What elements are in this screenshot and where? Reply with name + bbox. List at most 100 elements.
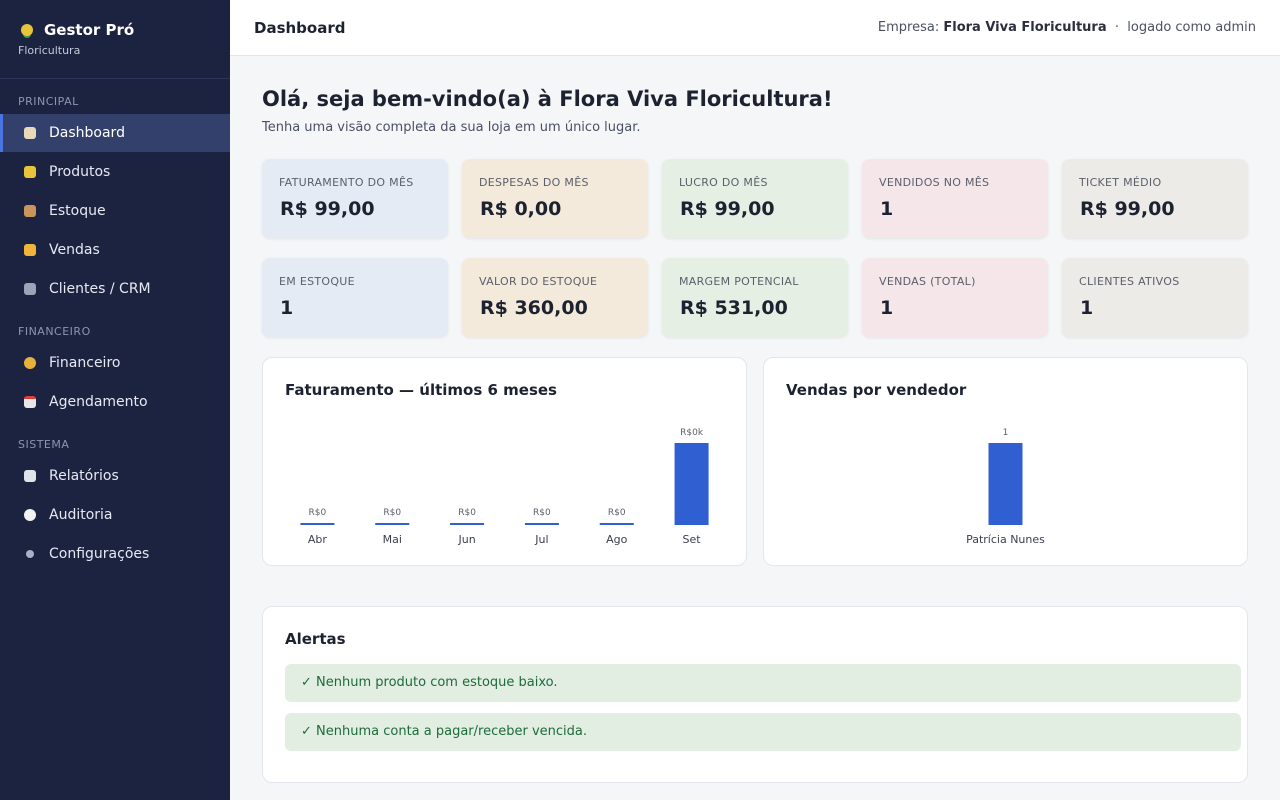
welcome-title: Olá, seja bem-vindo(a) à Flora Viva Flor… [262,87,833,111]
alert: ✓ Nenhum produto com estoque baixo. [285,664,1241,702]
bar [599,523,634,525]
nav-label: Configurações [49,546,150,562]
bar [375,523,410,525]
kpi-card: LUCRO DO MÊS R$ 99,00 [662,159,848,238]
section-title: SISTEMA [18,438,70,451]
company-name: Flora Viva Floricultura [943,20,1107,35]
user: logado como admin [1127,20,1256,35]
company-label: Empresa: [877,20,940,35]
nav-item[interactable]: Auditoria [0,496,230,534]
kpi-label: CLIENTES ATIVOS [1079,275,1180,288]
kpi-card: EM ESTOQUE 1 [262,258,448,337]
alerts-title: Alertas [285,630,346,648]
section-title: FINANCEIRO [18,325,91,338]
welcome-subtitle: Tenha uma visão completa da sua loja em … [262,120,641,135]
value-label: R$0 [383,508,401,518]
kpi-card: MARGEM POTENCIAL R$ 531,00 [662,258,848,337]
nav-label: Auditoria [49,507,113,523]
kpi-card: VALOR DO ESTOQUE R$ 360,00 [462,258,648,337]
kpi-value: 1 [1080,297,1094,319]
x-tick-label: Mai [383,533,402,546]
kpi-label: VENDIDOS NO MÊS [879,176,990,189]
chart-card: Faturamento — últimos 6 meses R$0 Abr R$0 Ma… [262,357,747,566]
brand-subtitle: Floricultura [18,44,81,57]
value-label: R$0 [458,508,476,518]
x-tick-label: Jun [457,533,475,546]
value-label: R$0k [680,428,704,438]
kpi-label: DESPESAS DO MÊS [479,176,589,189]
kpi-card: VENDIDOS NO MÊS 1 [862,159,1048,238]
kpi-label: VALOR DO ESTOQUE [479,275,598,288]
x-tick-label: Patrícia Nunes [966,533,1045,546]
kpi-value: 1 [280,297,294,319]
nav-label: Financeiro [49,355,121,371]
nav-item[interactable]: Configurações [0,535,230,573]
kpi-card: TICKET MÉDIO R$ 99,00 [1062,159,1248,238]
nav-label: Relatórios [49,468,119,484]
kpi-value: R$ 99,00 [680,198,775,220]
chart: Vendas por vendedor 1 Patrícia Nunes [786,381,1045,546]
kpi-label: MARGEM POTENCIAL [679,275,799,288]
kpi-value: 1 [880,297,894,319]
header: Dashboard Empresa: Flora Viva Floricultu… [230,0,1280,56]
kpi-card: FATURAMENTO DO MÊS R$ 99,00 [262,159,448,238]
kpi-value: R$ 99,00 [280,198,375,220]
nav-item[interactable]: Agendamento [0,383,230,421]
kpi-card: VENDAS (TOTAL) 1 [862,258,1048,337]
nav-item[interactable]: Relatórios [0,457,230,495]
nav-label: Produtos [49,164,111,180]
kpi-value: R$ 360,00 [480,297,588,319]
kpi-label: EM ESTOQUE [279,275,355,288]
x-tick-label: Jul [534,533,548,546]
kpi-label: FATURAMENTO DO MÊS [279,176,414,189]
alert: ✓ Nenhuma conta a pagar/receber vencida. [285,713,1241,751]
kpi-value: R$ 0,00 [480,198,562,220]
nav-label: Estoque [49,203,106,219]
kpi-label: TICKET MÉDIO [1079,176,1162,189]
x-tick-label: Ago [606,533,628,546]
value-label: 1 [1003,428,1009,438]
kpi-value: 1 [880,198,894,220]
bar [524,523,559,525]
chart-title: Faturamento — últimos 6 meses [285,381,557,399]
value-label: R$0 [608,508,626,518]
alerts-card: Alertas ✓ Nenhum produto com estoque bai… [262,606,1248,783]
section-title: PRINCIPAL [18,95,79,108]
nav-item[interactable]: Financeiro [0,344,230,382]
brand: Gestor Pró [44,21,135,39]
chart-title: Vendas por vendedor [786,381,967,399]
nav-item[interactable]: Produtos [0,153,230,191]
nav-label: Agendamento [49,394,148,410]
chart-card: Vendas por vendedor 1 Patrícia Nunes [763,357,1248,566]
kpi-card: CLIENTES ATIVOS 1 [1062,258,1248,337]
kpi-card: DESPESAS DO MÊS R$ 0,00 [462,159,648,238]
nav-item[interactable]: Dashboard [0,114,230,152]
nav-label: Clientes / CRM [49,281,151,297]
kpi-label: VENDAS (TOTAL) [879,275,976,288]
header-title: Dashboard [254,19,346,37]
value-label: R$0 [309,508,327,518]
bar [300,523,335,525]
bar [988,443,1023,525]
kpi-value: R$ 531,00 [680,297,788,319]
bar [674,443,709,525]
nav-item[interactable]: Vendas [0,231,230,269]
kpi-label: LUCRO DO MÊS [679,176,768,189]
x-tick-label: Abr [308,533,328,546]
value-label: R$0 [533,508,551,518]
nav-item[interactable]: Clientes / CRM [0,270,230,308]
brand-icon [21,24,33,36]
divider [0,78,230,79]
separator: · [1114,20,1120,35]
nav-label: Vendas [49,242,100,258]
bar [450,523,485,525]
nav-label: Dashboard [49,125,125,141]
sidebar: Gestor Pró Floricultura PRINCIPAL Dashbo… [0,0,230,800]
kpi-value: R$ 99,00 [1080,198,1175,220]
header-info: Empresa: Flora Viva Floricultura · logad… [878,20,1256,35]
chart: Faturamento — últimos 6 meses R$0 Abr R$0 Ma… [285,381,709,546]
x-tick-label: Set [683,533,702,546]
nav-item[interactable]: Estoque [0,192,230,230]
